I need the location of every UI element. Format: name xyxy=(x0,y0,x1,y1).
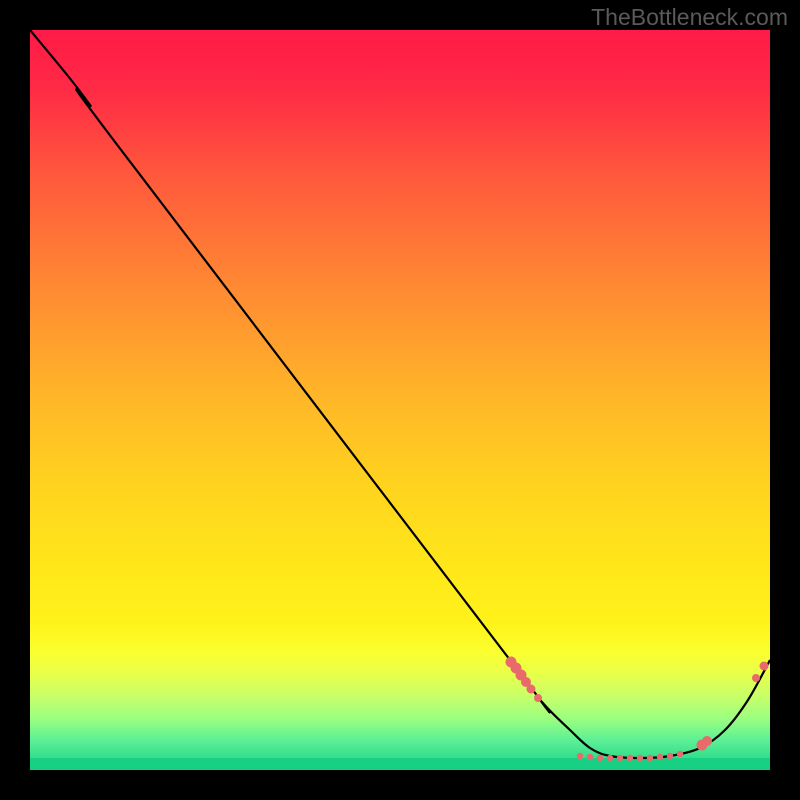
watermark-text: TheBottleneck.com xyxy=(591,4,788,31)
data-marker xyxy=(597,755,603,761)
data-marker xyxy=(527,685,536,694)
data-marker xyxy=(627,755,633,761)
data-marker xyxy=(677,751,683,757)
data-marker xyxy=(534,694,542,702)
bottleneck-curve xyxy=(30,30,770,758)
data-marker xyxy=(607,755,613,761)
marker-group xyxy=(506,657,769,762)
data-marker xyxy=(617,755,623,761)
data-marker xyxy=(657,754,663,760)
data-marker xyxy=(637,755,643,761)
data-marker xyxy=(760,662,769,671)
data-marker xyxy=(667,753,673,759)
data-marker xyxy=(587,754,593,760)
data-marker xyxy=(752,674,760,682)
plot-area xyxy=(30,30,770,770)
data-marker xyxy=(647,755,653,761)
data-marker xyxy=(702,736,712,746)
data-marker xyxy=(577,753,583,759)
bottleneck-curve-layer xyxy=(30,30,770,770)
